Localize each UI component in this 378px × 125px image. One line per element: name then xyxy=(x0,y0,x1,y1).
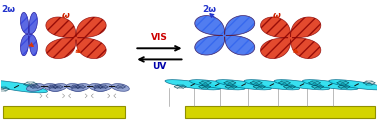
Polygon shape xyxy=(20,12,37,56)
Ellipse shape xyxy=(274,80,330,90)
Ellipse shape xyxy=(112,84,129,91)
Text: UV: UV xyxy=(152,62,167,71)
Bar xyxy=(3,106,125,118)
Ellipse shape xyxy=(216,80,271,90)
Text: VIS: VIS xyxy=(151,33,168,42)
Ellipse shape xyxy=(66,84,84,91)
Text: 2ω: 2ω xyxy=(203,5,217,14)
Ellipse shape xyxy=(302,80,358,90)
Ellipse shape xyxy=(189,80,245,90)
Bar xyxy=(185,106,375,118)
Ellipse shape xyxy=(244,80,300,90)
Ellipse shape xyxy=(89,84,107,91)
Ellipse shape xyxy=(26,84,44,91)
Ellipse shape xyxy=(329,80,378,90)
Text: ω: ω xyxy=(273,11,281,20)
Text: ω: ω xyxy=(62,11,70,20)
Polygon shape xyxy=(195,16,255,55)
Ellipse shape xyxy=(49,84,67,91)
Polygon shape xyxy=(46,17,106,58)
Ellipse shape xyxy=(44,84,62,91)
Polygon shape xyxy=(260,17,321,58)
Ellipse shape xyxy=(94,84,112,91)
Ellipse shape xyxy=(165,80,220,90)
Ellipse shape xyxy=(72,84,90,91)
Ellipse shape xyxy=(0,80,48,93)
Text: 2ω: 2ω xyxy=(2,5,15,14)
